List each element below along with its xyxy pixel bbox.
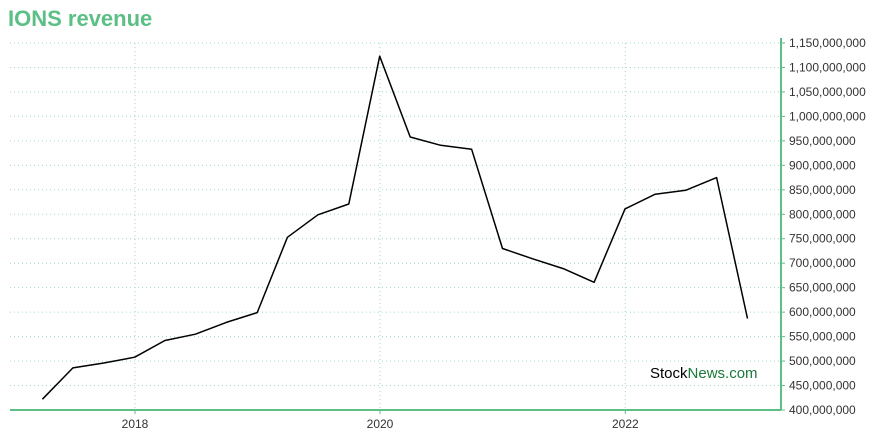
x-tick-label: 2018 [122, 417, 149, 431]
y-tick-label: 1,100,000,000 [789, 60, 866, 74]
y-tick-label: 750,000,000 [789, 232, 856, 246]
y-tick-label: 650,000,000 [789, 281, 856, 295]
watermark-logo: StockNews.com [650, 365, 758, 382]
y-tick-label: 900,000,000 [789, 158, 856, 172]
y-tick-label: 450,000,000 [789, 379, 856, 393]
y-tick-label: 550,000,000 [789, 330, 856, 344]
y-tick-label: 950,000,000 [789, 134, 856, 148]
chart-title: IONS revenue [8, 6, 153, 31]
y-tick-label: 800,000,000 [789, 207, 856, 221]
x-tick-label: 2022 [612, 417, 639, 431]
y-tick-label: 1,050,000,000 [789, 85, 866, 99]
y-tick-label: 850,000,000 [789, 183, 856, 197]
watermark-part1: Stock [650, 365, 688, 382]
x-tick-label: 2020 [367, 417, 394, 431]
y-tick-label: 700,000,000 [789, 256, 856, 270]
watermark-part2: News.com [687, 365, 758, 382]
y-tick-label: 400,000,000 [789, 403, 856, 417]
series-line [41, 55, 749, 400]
y-tick-label: 600,000,000 [789, 305, 856, 319]
y-tick-label: 500,000,000 [789, 354, 856, 368]
y-tick-label: 1,000,000,000 [789, 109, 866, 123]
y-tick-label: 1,150,000,000 [789, 36, 866, 50]
